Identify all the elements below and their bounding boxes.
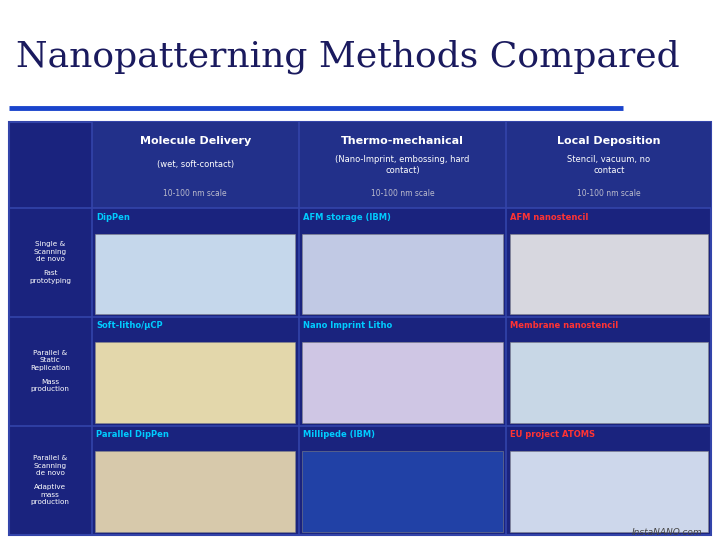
Text: 10-100 nm scale: 10-100 nm scale [371,189,434,198]
Bar [510,451,708,532]
Text: Millipede (IBM): Millipede (IBM) [303,430,375,439]
Text: (wet, soft-contact): (wet, soft-contact) [157,160,234,170]
Text: Thermo-mechanical: Thermo-mechanical [341,136,464,146]
Text: 10-100 nm scale: 10-100 nm scale [163,189,227,198]
Bar [302,342,503,423]
Text: Soft-litho/µCP: Soft-litho/µCP [96,321,163,330]
Text: Stencil, vacuum, no
contact: Stencil, vacuum, no contact [567,155,650,174]
Text: Nano Imprint Litho: Nano Imprint Litho [303,321,392,330]
Text: AFM nanostencil: AFM nanostencil [510,213,589,221]
Text: Membrane nanostencil: Membrane nanostencil [510,321,618,330]
Bar [9,122,711,535]
Text: Nanopatterning Methods Compared: Nanopatterning Methods Compared [16,39,680,74]
Bar [299,122,506,208]
Text: DipPen: DipPen [96,213,130,221]
Bar [95,342,295,423]
Text: EU project ATOMS: EU project ATOMS [510,430,595,439]
Text: (Nano-Imprint, embossing, hard
contact): (Nano-Imprint, embossing, hard contact) [336,155,469,174]
Bar [302,451,503,532]
Text: Local Deposition: Local Deposition [557,136,660,146]
Bar [510,234,708,314]
Bar [510,342,708,423]
Bar [302,234,503,314]
Bar [506,122,711,208]
Text: Parallel DipPen: Parallel DipPen [96,430,168,439]
Bar [95,234,295,314]
Text: Parallel &
Scanning
de novo

Adaptive
mass
production: Parallel & Scanning de novo Adaptive mas… [31,455,70,505]
Bar [95,451,295,532]
Text: Molecule Delivery: Molecule Delivery [140,136,251,146]
Text: 10-100 nm scale: 10-100 nm scale [577,189,641,198]
Bar [91,122,299,208]
Text: AFM storage (IBM): AFM storage (IBM) [303,213,391,221]
Text: Single &
Scanning
de novo

Fast
prototyping: Single & Scanning de novo Fast prototypi… [29,241,71,284]
Text: InstaNANO.com: InstaNANO.com [631,528,702,537]
Text: Parallel &
Static
Replication

Mass
production: Parallel & Static Replication Mass produ… [30,350,70,393]
